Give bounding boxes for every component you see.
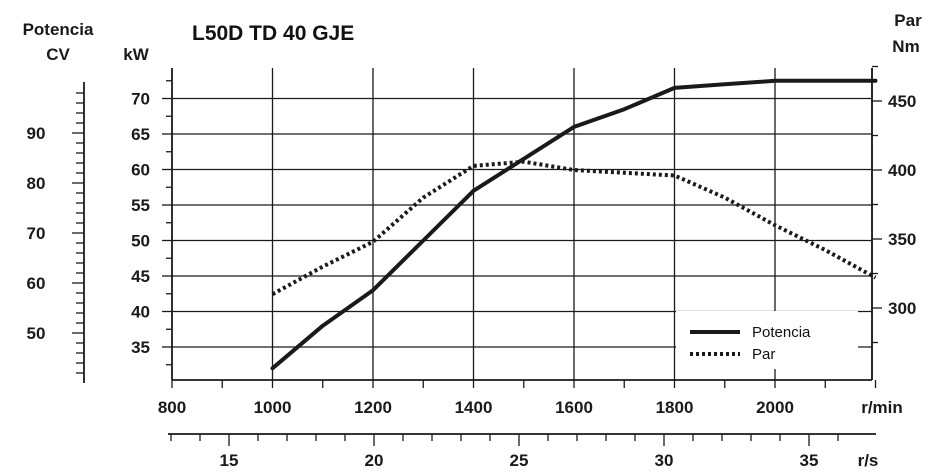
legend-potencia-label: Potencia [752,324,811,341]
chart-title: L50D TD 40 GJE [192,22,354,45]
kw-tick-label: 70 [131,90,150,109]
cv-axis-label-line2: CV [46,45,70,64]
nm-axis-label-line2: Nm [892,37,919,56]
series-par-line [271,159,877,296]
nm-tick-label: 400 [888,161,916,180]
cv-axis-label-line1: Potencia [23,20,94,39]
kw-tick-label: 50 [131,232,150,251]
rps-tick-label: 30 [655,451,674,470]
rps-tick-label: 35 [800,451,819,470]
nm-axis-label-line1: Par [894,11,922,30]
kw-tick-label: 45 [131,267,150,286]
rpm-tick-label: 1200 [354,398,392,417]
rps-tick-label: 15 [220,451,239,470]
cv-tick-label: 50 [27,324,46,343]
nm-tick-label: 300 [888,299,916,318]
rps-tick-label: 25 [510,451,529,470]
rpm-tick-label: 1400 [455,398,493,417]
rpm-axis-label: r/min [861,398,903,417]
cv-tick-label: 60 [27,274,46,293]
tick-labels: 35 40 45 50 55 60 65 70 50 60 70 80 90 300 350 400 450 80… [27,90,917,471]
nm-tick-label: 350 [888,230,916,249]
rpm-tick-label: 1000 [254,398,292,417]
cv-tick-label: 80 [27,174,46,193]
kw-tick-label: 55 [131,196,150,215]
kw-tick-label: 65 [131,125,150,144]
nm-tick-label: 450 [888,92,916,111]
rpm-tick-label: 1600 [555,398,593,417]
rpm-tick-label: 1800 [656,398,694,417]
series [270,78,878,371]
kw-tick-label: 40 [131,303,150,322]
kw-axis-label: kW [123,45,149,64]
legend-par-label: Par [752,346,775,363]
rps-tick-label: 20 [365,451,384,470]
rpm-tick-label: 2000 [756,398,794,417]
rpm-tick-label: 800 [158,398,186,417]
cv-tick-label: 90 [27,124,46,143]
legend-box [676,311,858,369]
rps-axis-label: r/s [858,451,879,470]
axes [72,65,882,446]
kw-tick-label: 60 [131,161,150,180]
kw-tick-label: 35 [131,338,150,357]
series-potencia-line [270,78,878,371]
cv-tick-label: 70 [27,224,46,243]
